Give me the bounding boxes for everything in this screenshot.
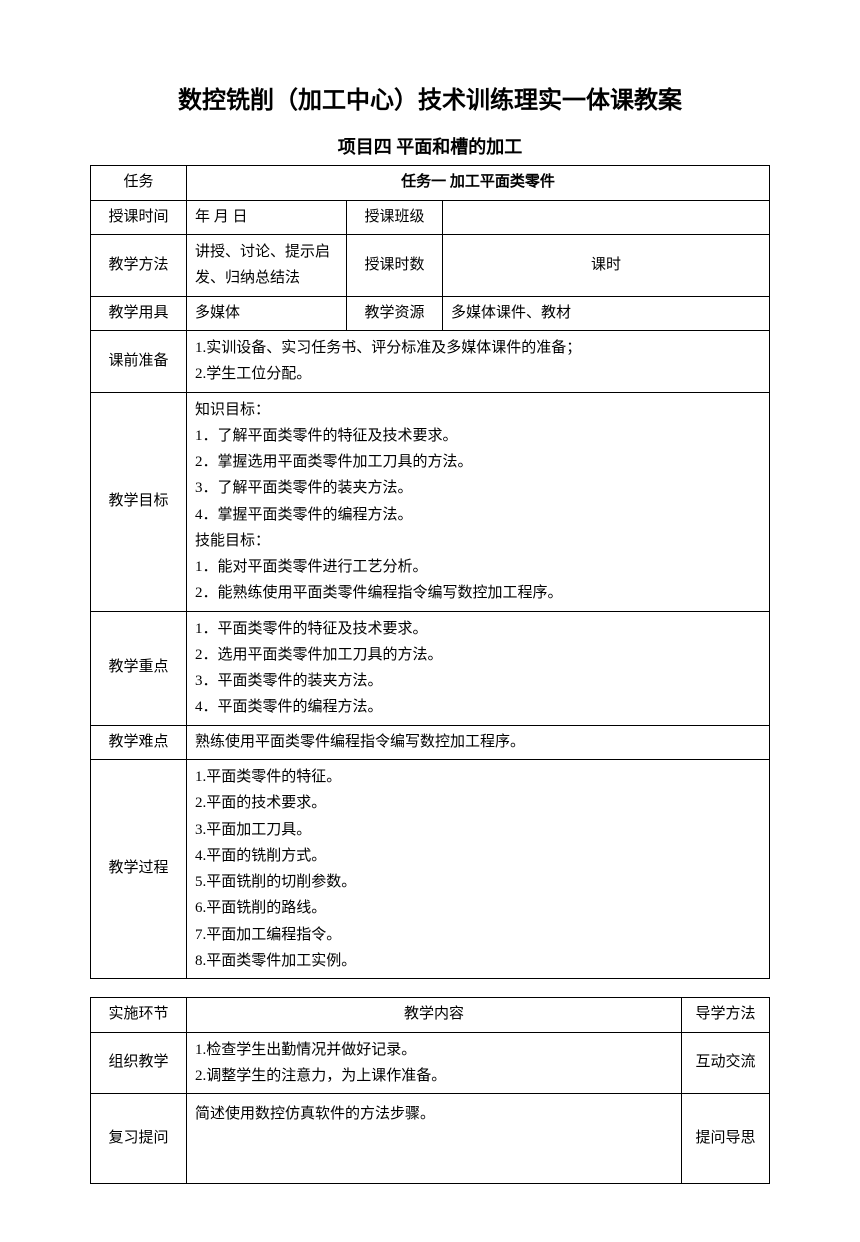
table-row: 复习提问 简述使用数控仿真软件的方法步骤。 提问导思 (91, 1094, 770, 1184)
resource-value: 多媒体课件、教材 (443, 296, 770, 331)
impl-r1c1: 组织教学 (91, 1032, 187, 1094)
resource-label: 教学资源 (347, 296, 443, 331)
hours-value: 课时 (443, 235, 770, 297)
table-row: 组织教学 1.检查学生出勤情况并做好记录。 2.调整学生的注意力，为上课作准备。… (91, 1032, 770, 1094)
table-row: 课前准备 1.实训设备、实习任务书、评分标准及多媒体课件的准备； 2.学生工位分… (91, 331, 770, 393)
table-row: 教学难点 熟练使用平面类零件编程指令编写数控加工程序。 (91, 725, 770, 760)
document-title: 数控铣削（加工中心）技术训练理实一体课教案 (90, 80, 770, 115)
key-label: 教学重点 (91, 611, 187, 725)
prep-value: 1.实训设备、实习任务书、评分标准及多媒体课件的准备； 2.学生工位分配。 (187, 331, 770, 393)
impl-r1c3: 互动交流 (682, 1032, 770, 1094)
task-value: 任务一 加工平面类零件 (187, 166, 770, 201)
diff-value: 熟练使用平面类零件编程指令编写数控加工程序。 (187, 725, 770, 760)
table-header-row: 实施环节 教学内容 导学方法 (91, 998, 770, 1033)
tools-value: 多媒体 (187, 296, 347, 331)
document-subtitle: 项目四 平面和槽的加工 (90, 133, 770, 159)
table-row: 教学目标 知识目标： 1．了解平面类零件的特征及技术要求。 2．掌握选用平面类零… (91, 392, 770, 611)
class-label: 授课班级 (347, 200, 443, 235)
table-row: 教学用具 多媒体 教学资源 多媒体课件、教材 (91, 296, 770, 331)
table-row: 教学方法 讲授、讨论、提示启发、归纳总结法 授课时数 课时 (91, 235, 770, 297)
impl-r1c2: 1.检查学生出勤情况并做好记录。 2.调整学生的注意力，为上课作准备。 (187, 1032, 682, 1094)
method-label: 教学方法 (91, 235, 187, 297)
table-row: 任务 任务一 加工平面类零件 (91, 166, 770, 201)
lesson-plan-table: 任务 任务一 加工平面类零件 授课时间 年 月 日 授课班级 教学方法 讲授、讨… (90, 165, 770, 979)
class-value (443, 200, 770, 235)
diff-label: 教学难点 (91, 725, 187, 760)
tools-label: 教学用具 (91, 296, 187, 331)
task-label: 任务 (91, 166, 187, 201)
proc-label: 教学过程 (91, 760, 187, 979)
impl-header-1: 实施环节 (91, 998, 187, 1033)
goal-value: 知识目标： 1．了解平面类零件的特征及技术要求。 2．掌握选用平面类零件加工刀具… (187, 392, 770, 611)
table-row: 教学重点 1．平面类零件的特征及技术要求。 2．选用平面类零件加工刀具的方法。 … (91, 611, 770, 725)
impl-header-3: 导学方法 (682, 998, 770, 1033)
table-row: 授课时间 年 月 日 授课班级 (91, 200, 770, 235)
key-value: 1．平面类零件的特征及技术要求。 2．选用平面类零件加工刀具的方法。 3．平面类… (187, 611, 770, 725)
prep-label: 课前准备 (91, 331, 187, 393)
time-label: 授课时间 (91, 200, 187, 235)
method-value: 讲授、讨论、提示启发、归纳总结法 (187, 235, 347, 297)
time-value: 年 月 日 (187, 200, 347, 235)
proc-value: 1.平面类零件的特征。 2.平面的技术要求。 3.平面加工刀具。 4.平面的铣削… (187, 760, 770, 979)
impl-r2c1: 复习提问 (91, 1094, 187, 1184)
implementation-table: 实施环节 教学内容 导学方法 组织教学 1.检查学生出勤情况并做好记录。 2.调… (90, 997, 770, 1184)
hours-label: 授课时数 (347, 235, 443, 297)
goal-label: 教学目标 (91, 392, 187, 611)
impl-r2c3: 提问导思 (682, 1094, 770, 1184)
impl-r2c2: 简述使用数控仿真软件的方法步骤。 (187, 1094, 682, 1184)
table-row: 教学过程 1.平面类零件的特征。 2.平面的技术要求。 3.平面加工刀具。 4.… (91, 760, 770, 979)
impl-header-2: 教学内容 (187, 998, 682, 1033)
